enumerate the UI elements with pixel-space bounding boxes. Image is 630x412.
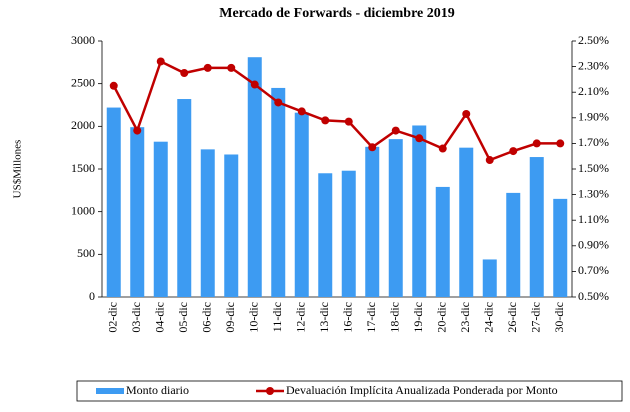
y-axis-label: US$Millones	[12, 140, 24, 199]
legend-box	[76, 380, 623, 402]
y-tick-label: 2500	[71, 75, 95, 89]
bar	[412, 125, 427, 297]
x-tick-label: 26-dic	[505, 302, 519, 333]
line-point	[250, 80, 259, 89]
y-tick-label: 2000	[71, 118, 95, 132]
y2-tick-label: 0.50%	[578, 289, 609, 303]
y2-tick-label: 1.30%	[578, 186, 609, 200]
legend-swatch	[96, 388, 124, 394]
bar	[247, 57, 262, 297]
x-tick-label: 06-dic	[200, 302, 214, 333]
bar	[435, 186, 450, 297]
y-tick-label: 1500	[71, 161, 95, 175]
x-tick-label: 04-dic	[153, 302, 167, 333]
bar	[529, 157, 544, 297]
y2-tick-label: 2.10%	[578, 84, 609, 98]
x-tick-label: 12-dic	[294, 302, 308, 333]
line-point	[415, 134, 424, 143]
line-point	[109, 81, 118, 90]
x-tick-label: 16-dic	[341, 302, 355, 333]
x-tick-label: 17-dic	[364, 302, 378, 333]
x-tick-label: 13-dic	[317, 302, 331, 333]
x-tick-label: 10-dic	[247, 302, 261, 333]
x-tick-label: 27-dic	[529, 302, 543, 333]
line	[112, 59, 561, 162]
line-point	[509, 147, 518, 156]
x-tick-label: 02-dic	[106, 302, 120, 333]
bar	[553, 198, 568, 297]
x-tick-label: 09-dic	[223, 302, 237, 333]
x-tick-label: 20-dic	[435, 302, 449, 333]
x-tick-label: 05-dic	[176, 302, 190, 333]
y-tick-label: 1000	[71, 203, 95, 217]
y2-tick-label: 1.90%	[578, 110, 609, 124]
x-tick-label: 23-dic	[458, 302, 472, 333]
y2-tick-label: 2.30%	[578, 58, 609, 72]
bar	[294, 112, 309, 298]
y2-tick-label: 1.50%	[578, 161, 609, 175]
bar	[224, 154, 239, 297]
y2-tick-label: 2.50%	[578, 33, 609, 47]
bar	[506, 192, 521, 297]
x-tick-label: 19-dic	[411, 302, 425, 333]
bar	[177, 99, 192, 297]
bar	[271, 87, 286, 297]
line-point	[391, 126, 400, 135]
line-point	[344, 117, 353, 126]
line-point	[156, 57, 165, 66]
y2-tick-label: 0.70%	[578, 263, 609, 277]
x-tick-label: 03-dic	[129, 302, 143, 333]
legend-label: Devaluación Implícita Anualizada Pondera…	[286, 383, 558, 397]
x-tick-label: 11-dic	[270, 302, 284, 332]
line-point	[274, 98, 283, 107]
line-point	[532, 139, 541, 148]
line-point	[321, 116, 330, 125]
line-point	[203, 63, 212, 72]
chart-title: Mercado de Forwards - diciembre 2019	[219, 6, 455, 21]
legend-swatch	[266, 387, 274, 395]
legend-label: Monto diario	[126, 383, 189, 397]
line-point	[227, 63, 236, 72]
line-point	[297, 107, 306, 116]
line-point	[485, 156, 494, 165]
bar	[459, 147, 474, 297]
x-tick-label: 18-dic	[388, 302, 402, 333]
bar	[318, 173, 333, 297]
line-point	[556, 139, 565, 148]
line-point	[133, 126, 142, 135]
bar	[153, 141, 168, 297]
bar	[341, 170, 356, 297]
line-point	[368, 143, 377, 152]
x-tick-label: 30-dic	[552, 302, 566, 333]
bar	[482, 259, 497, 297]
x-tick-label: 24-dic	[482, 302, 496, 333]
bar	[200, 149, 215, 297]
y2-tick-label: 1.10%	[578, 212, 609, 226]
y2-tick-label: 0.90%	[578, 238, 609, 252]
y-tick-label: 3000	[71, 33, 95, 47]
y2-tick-label: 1.70%	[578, 135, 609, 149]
y-tick-label: 500	[77, 246, 95, 260]
line-point	[180, 69, 189, 77]
bar	[365, 146, 380, 297]
y-tick-label: 0	[89, 289, 95, 303]
bar	[130, 127, 145, 297]
bar	[388, 139, 403, 297]
bar	[106, 107, 121, 297]
line-point	[438, 144, 447, 153]
line-point	[462, 109, 471, 118]
